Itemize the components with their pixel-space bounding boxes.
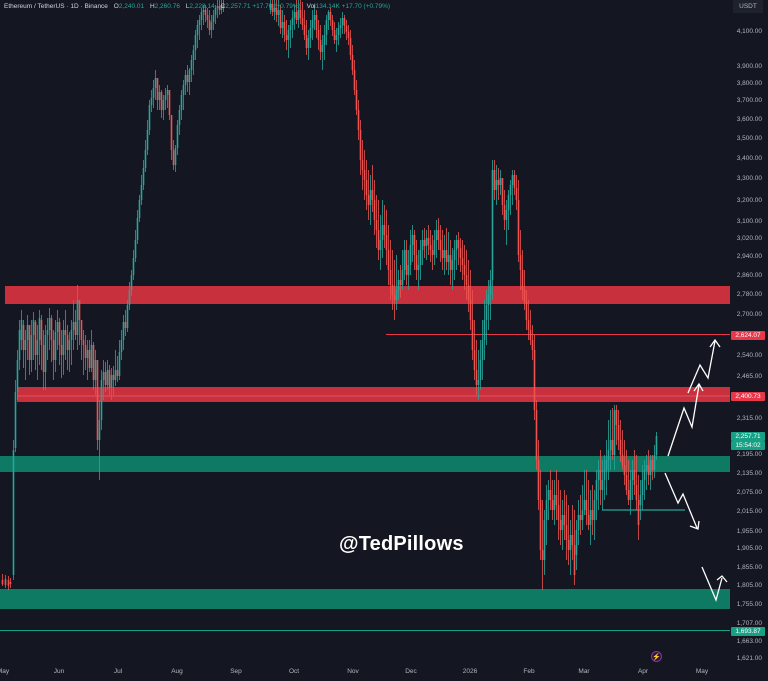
price-axis-label: 1,955.00 (736, 528, 762, 535)
support-zone-upper[interactable] (0, 456, 730, 472)
open-value: 2,240.01 (118, 3, 145, 10)
time-axis-label: Jul (113, 668, 123, 675)
time-axis-label: Mar (578, 668, 590, 675)
price-axis-label: 1,755.00 (736, 601, 762, 608)
price-axis-label: 3,600.00 (736, 116, 762, 123)
price-axis-label: 3,300.00 (736, 175, 762, 182)
price-axis-label: 1,707.00 (736, 620, 762, 627)
price-tag: 2,400.73 (731, 391, 765, 401)
price-axis-label: 1,805.00 (736, 582, 762, 589)
time-axis-label: Feb (523, 668, 535, 675)
close-value: 2,257.71 (225, 3, 251, 10)
price-tag: 15:54:02 (731, 440, 765, 450)
bearish-scenario-arrow[interactable] (664, 472, 700, 530)
price-tag: 2,257.71 (731, 431, 765, 441)
price-axis-label: 3,400.00 (736, 155, 762, 162)
price-axis-label: 1,855.00 (736, 564, 762, 571)
time-axis-label: Dec (405, 668, 417, 675)
price-axis-label: 3,800.00 (736, 80, 762, 87)
price-axis-label: 1,905.00 (736, 545, 762, 552)
change-value: +17.70 (+0.79%) (252, 3, 301, 10)
symbol-title[interactable]: Ethereum / TetherUS · 1D · Binance (4, 3, 108, 10)
volume-change-value: +17.70 (+0.79%) (341, 3, 391, 10)
price-axis-label: 3,100.00 (736, 218, 762, 225)
lightning-icon[interactable]: ⚡ (651, 651, 662, 662)
price-axis-label: 1,663.00 (736, 638, 762, 645)
price-axis-label: 3,200.00 (736, 197, 762, 204)
bullish-scenario-arrow[interactable] (667, 338, 721, 457)
time-axis-label: 2026 (462, 668, 478, 675)
high-value: 2,260.76 (154, 3, 180, 10)
time-axis-label: Jun (53, 668, 65, 675)
price-axis-label: 3,500.00 (736, 135, 762, 142)
price-axis-label: 2,860.00 (736, 272, 762, 279)
price-axis-label: 2,135.00 (736, 470, 762, 477)
time-axis-label: Aug (171, 668, 183, 675)
price-axis-label: 3,900.00 (736, 63, 762, 70)
price-axis-label: 3,700.00 (736, 97, 762, 104)
price-tag: 1,693.87 (731, 626, 765, 636)
price-axis-label: 3,020.00 (736, 235, 762, 242)
price-axis-label: 2,015.00 (736, 508, 762, 515)
candlestick-series (1, 0, 658, 590)
time-axis-label: May (0, 668, 10, 675)
time-axis-label: Nov (347, 668, 359, 675)
resistance-zone-lower[interactable] (17, 387, 730, 402)
price-axis-label: 4,100.00 (736, 28, 762, 35)
author-watermark: @TedPillows (339, 533, 464, 555)
support-bounce-arrow[interactable] (701, 566, 728, 602)
support-zone-lower[interactable] (0, 589, 730, 609)
low-value: 2,228.14 (189, 3, 215, 10)
price-axis-label: 2,195.00 (736, 451, 762, 458)
price-axis-label: 2,700.00 (736, 311, 762, 318)
currency-badge[interactable]: USDT (733, 0, 763, 13)
symbol-legend[interactable]: Ethereum / TetherUS · 1D · Binance O2,24… (4, 3, 391, 10)
resistance-zone-upper[interactable] (5, 286, 730, 304)
time-axis-label: Sep (230, 668, 242, 675)
price-axis-label: 2,315.00 (736, 415, 762, 422)
price-axis-label: 1,621.00 (736, 655, 762, 662)
time-axis-label: Oct (288, 668, 300, 675)
time-axis-label: Apr (637, 668, 649, 675)
time-axis-label: May (695, 668, 709, 675)
price-axis-label: 2,465.00 (736, 373, 762, 380)
price-axis-label: 2,780.00 (736, 291, 762, 298)
price-tag: 2,624.07 (731, 330, 765, 340)
price-axis-label: 2,940.00 (736, 253, 762, 260)
volume-value: 134.14K (315, 3, 340, 10)
price-axis-label: 2,540.00 (736, 352, 762, 359)
price-axis-label: 2,075.00 (736, 489, 762, 496)
